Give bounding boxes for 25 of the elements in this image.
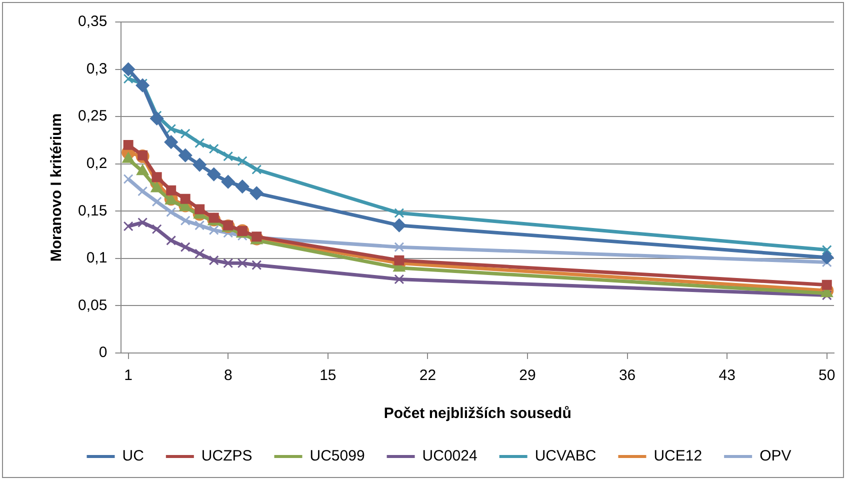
x-axis-title: Počet nejbližších sousedů <box>384 405 572 422</box>
x-tick-label: 50 <box>818 367 836 384</box>
y-tick-label: 0 <box>98 344 108 362</box>
legend-label: UC0024 <box>422 448 478 465</box>
legend-label: UC <box>122 448 144 465</box>
legend-label: OPV <box>760 448 792 465</box>
x-tick-label: 1 <box>124 367 132 384</box>
legend-label: UCVABC <box>534 448 596 465</box>
y-tick-label: 0,2 <box>86 155 108 172</box>
y-tick-label: 0,05 <box>78 296 108 314</box>
legend-label: UCZPS <box>201 448 252 465</box>
x-tick-label: 8 <box>224 367 232 384</box>
x-tick-label: 15 <box>320 367 336 384</box>
y-tick-label: 0,25 <box>78 108 108 125</box>
y-tick-label: 0,3 <box>86 60 108 78</box>
y-tick-label: 0,35 <box>78 13 108 30</box>
x-tick-label: 36 <box>618 367 636 384</box>
x-tick-label: 29 <box>519 367 536 384</box>
y-axis-title: Moranovo I kritérium <box>48 113 66 262</box>
legend-label: UCE12 <box>654 448 702 465</box>
x-tick-label: 22 <box>419 367 436 384</box>
y-tick-label: 0,1 <box>86 250 108 267</box>
x-tick-label: 43 <box>718 367 736 384</box>
legend-label: UC5099 <box>310 448 365 465</box>
y-tick-label: 0,15 <box>78 202 108 220</box>
